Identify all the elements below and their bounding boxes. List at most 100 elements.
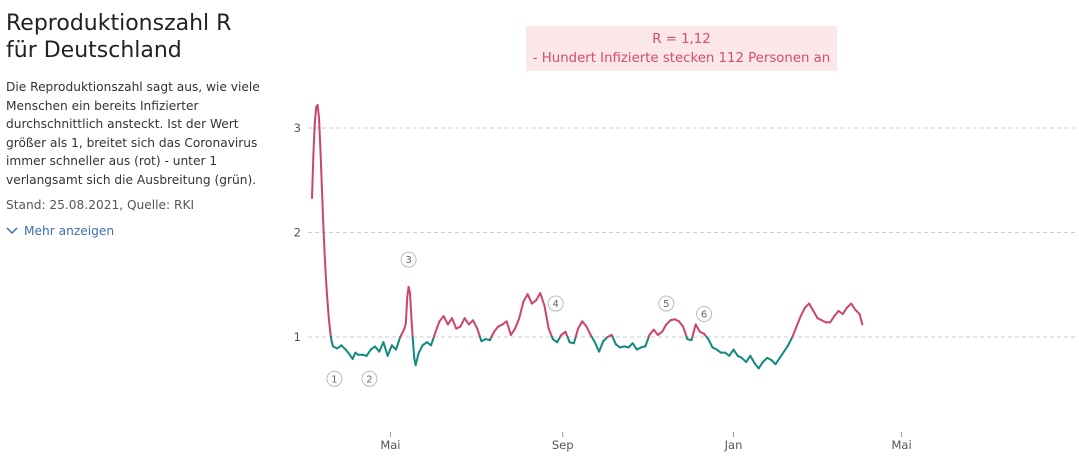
- r-line-segment: [417, 344, 424, 355]
- r-line-segment: [833, 309, 840, 318]
- event-marker: 3: [400, 251, 417, 268]
- r-line-segment: [799, 306, 806, 318]
- r-line-segment: [323, 252, 328, 281]
- r-line-segment: [791, 325, 798, 338]
- r-line-segment: [829, 315, 836, 324]
- event-marker-circle: [696, 306, 713, 323]
- r-line-segment: [438, 315, 445, 323]
- event-marker-circle: [400, 251, 417, 268]
- r-line-segment: [581, 320, 588, 328]
- r-line-segment: [311, 153, 315, 200]
- event-marker-label: 6: [701, 310, 707, 321]
- r-line-segment: [386, 344, 393, 357]
- r-line-segment: [547, 327, 554, 338]
- current-value-box: R = 1,12 - Hundert Infizierte stecken 11…: [526, 26, 837, 71]
- r-line-segment: [327, 317, 332, 333]
- event-marker-label: 1: [331, 374, 337, 385]
- r-line-segment: [318, 116, 322, 150]
- r-line-segment: [535, 292, 542, 302]
- r-line-segment: [313, 106, 318, 124]
- current-value-explanation: - Hundert Infizierte stecken 112 Persone…: [532, 51, 831, 66]
- r-line-segment: [858, 313, 864, 326]
- r-line-segment: [410, 317, 414, 338]
- r-line-segment: [682, 325, 688, 338]
- r-line-segment: [841, 306, 848, 316]
- r-line-segment: [409, 292, 413, 320]
- current-value: R = 1,12: [652, 32, 711, 47]
- r-line-segment: [644, 336, 650, 348]
- r-line-segment: [732, 348, 739, 357]
- r-line-segment: [442, 315, 449, 326]
- r-line-segment: [611, 336, 617, 346]
- event-marker-label: 2: [366, 374, 372, 385]
- r-line-segment: [414, 352, 420, 367]
- event-marker-label: 3: [405, 255, 411, 266]
- event-marker: 5: [658, 295, 675, 312]
- r-line-segment: [522, 293, 529, 303]
- r-line-segment: [407, 285, 412, 295]
- r-line-segment: [590, 336, 596, 344]
- r-line-segment: [593, 341, 601, 353]
- r-line-segment: [728, 348, 735, 357]
- page-title: Reproduktionszahl R für Deutschland: [6, 10, 268, 64]
- r-line-segment: [778, 350, 785, 359]
- event-marker-circle: [326, 370, 343, 387]
- r-line-segment: [320, 184, 325, 224]
- r-line-segment: [556, 336, 562, 344]
- r-line-segment: [812, 309, 819, 320]
- r-line-segment: [518, 300, 525, 320]
- r-line-segment: [430, 336, 435, 347]
- r-line-segment: [476, 327, 482, 338]
- y-tick-label: 1: [294, 330, 301, 344]
- r-line-segment: [378, 341, 385, 353]
- event-marker: 2: [361, 370, 378, 387]
- r-line-segment: [312, 121, 316, 156]
- r-line-segment: [691, 323, 697, 338]
- r-line-segment: [395, 336, 402, 351]
- r-line-segment: [365, 348, 372, 357]
- r-line-segment: [648, 328, 655, 336]
- y-tick-label: 2: [294, 226, 301, 240]
- r-line-segment: [505, 320, 512, 336]
- r-line-segment: [316, 104, 321, 119]
- event-marker-label: 5: [663, 299, 669, 310]
- r-line-segment: [493, 325, 500, 333]
- event-marker: 4: [547, 295, 564, 312]
- x-tick-label: Jan: [724, 438, 743, 452]
- event-marker-label: 4: [552, 299, 558, 310]
- r-line-segment: [782, 344, 790, 353]
- r-line-segment: [509, 327, 517, 336]
- r-line-segment: [459, 317, 466, 328]
- y-tick-label: 3: [294, 121, 301, 135]
- r-line-segment: [351, 351, 357, 360]
- r-line-segment: [598, 340, 605, 353]
- r-line-segment: [574, 327, 580, 338]
- r-line-segment: [850, 302, 857, 311]
- r-line-segment: [652, 328, 659, 336]
- r-line-segment: [319, 147, 323, 187]
- show-more-label: Mehr anzeigen: [24, 224, 115, 238]
- r-line-segment: [463, 317, 470, 326]
- event-marker-circle: [547, 295, 564, 312]
- event-marker: 1: [326, 370, 343, 387]
- r-line-segment: [411, 338, 416, 359]
- r-line-segment: [774, 356, 781, 366]
- r-line-segment: [514, 317, 521, 330]
- r-line-segment: [661, 323, 668, 333]
- r-line-segment: [539, 292, 546, 307]
- event-marker-circle: [658, 295, 675, 312]
- r-line-segment: [404, 296, 409, 325]
- chevron-down-icon: [6, 227, 18, 235]
- r-line-segment: [526, 293, 533, 305]
- r-line-segment: [757, 361, 764, 370]
- show-more-link[interactable]: Mehr anzeigen: [6, 224, 268, 238]
- event-marker: 6: [696, 306, 713, 323]
- event-marker-circle: [361, 370, 378, 387]
- r-line-segment: [344, 348, 351, 356]
- r-line-segment: [577, 320, 584, 330]
- x-tick-label: Sep: [552, 438, 574, 452]
- r-line-segment: [808, 302, 815, 312]
- r-line-segment: [543, 304, 550, 330]
- r-line-segment: [451, 317, 458, 330]
